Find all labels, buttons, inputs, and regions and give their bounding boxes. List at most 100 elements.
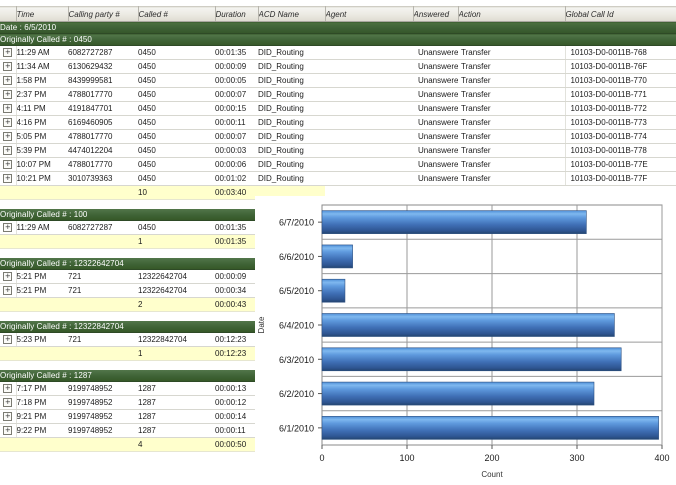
summary-pad-time — [16, 346, 68, 361]
expand-plus-icon[interactable]: + — [3, 335, 13, 345]
bar-6/5/2010[interactable] — [321, 278, 346, 303]
column-header-action[interactable]: Action — [458, 6, 566, 22]
cell-acd: DID_Routing — [258, 143, 325, 158]
row-expander-cell[interactable]: + — [0, 283, 17, 298]
row-expander-cell[interactable]: + — [0, 409, 17, 424]
expand-plus-icon[interactable]: + — [3, 132, 13, 142]
column-header-expander[interactable] — [0, 6, 17, 22]
table-row[interactable]: +1:58 PM 8439999581 0450 00:00:05 DID_Routin… — [0, 73, 676, 88]
table-row[interactable]: +4:11 PM 4191847701 0450 00:00:15 DID_Routin… — [0, 101, 676, 116]
expand-plus-icon[interactable]: + — [3, 118, 13, 128]
row-expander-cell[interactable]: + — [0, 143, 17, 158]
row-expander-cell[interactable]: + — [0, 220, 17, 235]
cell-time: 11:34 AM — [16, 59, 68, 74]
row-expander-cell[interactable]: + — [0, 115, 17, 130]
table-row[interactable]: +5:05 PM 4788017770 0450 00:00:07 DID_Routin… — [0, 129, 676, 144]
table-row[interactable]: +4:16 PM 6169460905 0450 00:00:11 DID_Routin… — [0, 115, 676, 130]
cell-answered: Unanswered — [413, 143, 458, 158]
bar-6/4/2010[interactable] — [321, 313, 615, 337]
cell-duration: 00:00:11 — [215, 423, 258, 438]
expand-plus-icon[interactable]: + — [3, 104, 13, 114]
expand-plus-icon[interactable]: + — [3, 48, 13, 58]
table-row[interactable]: +5:39 PM 4474012204 0450 00:00:03 DID_Routin… — [0, 143, 676, 158]
cell-answered: Unanswered — [413, 45, 458, 60]
cell-calling: 4191847701 — [68, 101, 138, 116]
row-expander-cell[interactable]: + — [0, 101, 17, 116]
expand-plus-icon[interactable]: + — [3, 76, 13, 86]
cell-duration: 00:00:34 — [215, 283, 258, 298]
expand-plus-icon[interactable]: + — [3, 146, 13, 156]
cell-called: 0450 — [138, 157, 215, 172]
cell-time: 10:07 PM — [16, 157, 68, 172]
row-expander-cell[interactable]: + — [0, 129, 17, 144]
expand-plus-icon[interactable]: + — [3, 174, 13, 184]
row-expander-cell[interactable]: + — [0, 87, 17, 102]
bar-6/3/2010[interactable] — [321, 347, 622, 372]
cell-agent — [325, 129, 413, 144]
cell-gid: 10103-D0-0011B-76F — [564, 59, 676, 74]
column-header-calling-party[interactable]: Calling party # — [68, 6, 139, 22]
bar-6/1/2010[interactable] — [321, 416, 659, 440]
bar-6/7/2010[interactable] — [321, 210, 587, 234]
cell-time: 7:17 PM — [16, 381, 68, 396]
summary-pad — [0, 297, 16, 312]
expand-plus-icon[interactable]: + — [3, 90, 13, 100]
row-expander-cell[interactable]: + — [0, 171, 17, 186]
expand-plus-icon[interactable]: + — [3, 286, 13, 296]
summary-pad — [0, 346, 16, 361]
table-row[interactable]: +10:07 PM 4788017770 0450 00:00:06 DID_Routi… — [0, 157, 676, 172]
row-expander-cell[interactable]: + — [0, 45, 17, 60]
summary-pad-time — [16, 297, 68, 312]
column-header-acd-name[interactable]: ACD Name — [258, 6, 326, 22]
table-row[interactable]: +11:34 AM 6130629432 0450 00:00:09 DID_Routi… — [0, 59, 676, 74]
cell-called: 0450 — [138, 115, 215, 130]
table-row[interactable]: +10:21 PM 3010739363 0450 00:01:02 DID_Routi… — [0, 171, 676, 186]
cell-duration: 00:01:02 — [215, 171, 258, 186]
cell-acd: DID_Routing — [258, 45, 325, 60]
row-expander-cell[interactable]: + — [0, 395, 17, 410]
group-header-row[interactable]: Originally Called # : 0450 — [0, 33, 676, 46]
ytick-label-3: 6/4/2010 — [279, 321, 314, 331]
summary-pad — [0, 234, 16, 249]
expand-plus-icon[interactable]: + — [3, 384, 13, 394]
table-row[interactable]: +2:37 PM 4788017770 0450 00:00:07 DID_Routin… — [0, 87, 676, 102]
expand-plus-icon[interactable]: + — [3, 398, 13, 408]
ytick-label-0: 6/7/2010 — [279, 218, 314, 228]
row-expander-cell[interactable]: + — [0, 332, 17, 347]
column-header-duration[interactable]: Duration — [215, 6, 259, 22]
xtick-label-400: 400 — [654, 453, 669, 463]
column-header-answered[interactable]: Answered — [413, 6, 459, 22]
bar-6/6/2010[interactable] — [321, 244, 353, 269]
cell-time: 10:21 PM — [16, 171, 68, 186]
column-header-called[interactable]: Called # — [138, 6, 216, 22]
row-expander-cell[interactable]: + — [0, 59, 17, 74]
expand-plus-icon[interactable]: + — [3, 272, 13, 282]
cell-time: 11:29 AM — [16, 45, 68, 60]
column-header-time[interactable]: Time — [16, 6, 69, 22]
cell-calling: 4474012204 — [68, 143, 138, 158]
bar-6/2/2010[interactable] — [321, 381, 595, 406]
date-group-header[interactable]: Date : 6/5/2010 — [0, 21, 676, 34]
table-row[interactable]: +11:29 AM 6082727287 0450 00:01:35 DID_Routi… — [0, 45, 676, 60]
row-expander-cell[interactable]: + — [0, 73, 17, 88]
summary-pad-time — [16, 437, 68, 452]
expand-plus-icon[interactable]: + — [3, 412, 13, 422]
cell-action: Transfer — [458, 73, 565, 88]
expand-plus-icon[interactable]: + — [3, 160, 13, 170]
cell-time: 5:23 PM — [16, 332, 68, 347]
cell-agent — [325, 143, 413, 158]
expand-plus-icon[interactable]: + — [3, 62, 13, 72]
summary-total-duration: 00:00:50 — [215, 437, 258, 452]
row-expander-cell[interactable]: + — [0, 157, 17, 172]
cell-action: Transfer — [458, 59, 565, 74]
column-header-global-call-id[interactable]: Global Call Id — [565, 6, 676, 22]
cell-duration: 00:00:07 — [215, 87, 258, 102]
expand-plus-icon[interactable]: + — [3, 426, 13, 436]
row-expander-cell[interactable]: + — [0, 423, 17, 438]
expand-plus-icon[interactable]: + — [3, 223, 13, 233]
summary-total-duration: 00:01:35 — [215, 234, 258, 249]
row-expander-cell[interactable]: + — [0, 381, 17, 396]
column-header-agent[interactable]: Agent — [325, 6, 414, 22]
row-expander-cell[interactable]: + — [0, 269, 17, 284]
